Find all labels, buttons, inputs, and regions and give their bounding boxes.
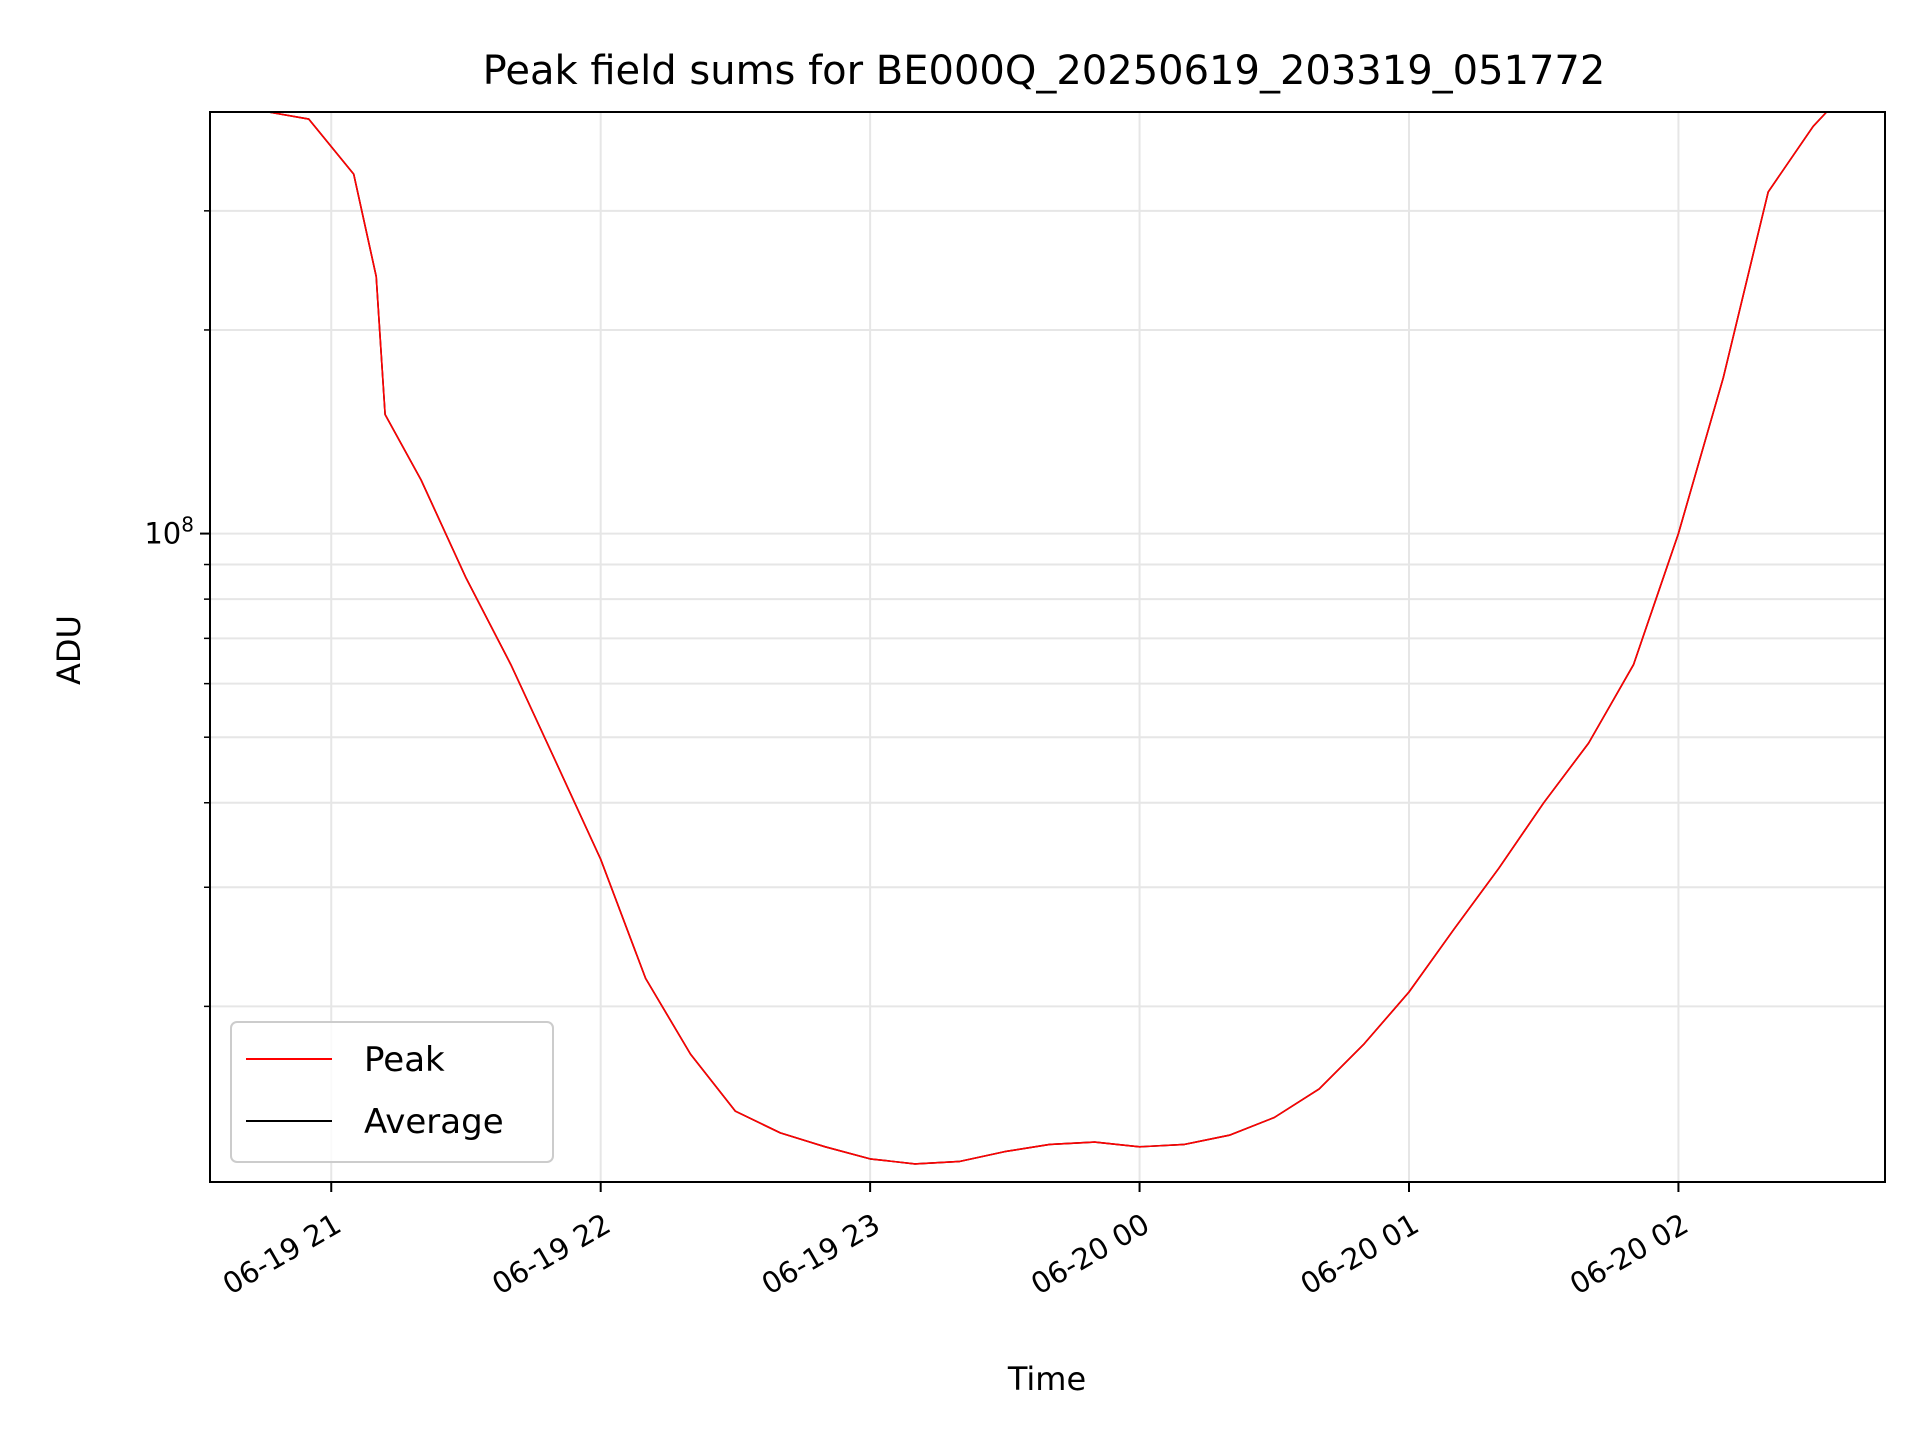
y-tick-label: 108 [144,513,194,551]
y-tick-label-exponent: 8 [181,513,194,537]
plot-frame [209,111,1886,1183]
chart-title: Peak field sums for BE000Q_20250619_2033… [483,48,1606,94]
legend-box [230,1021,554,1163]
y-axis: 108 [144,210,210,1008]
grid [210,112,1885,1182]
y-tick-label-base: 10 [144,517,181,551]
legend-peak-label: Peak [364,1040,445,1080]
series-layer [210,111,1885,1165]
y-axis-label: ADU [50,615,88,685]
legend: Peak Average [230,1021,554,1163]
x-axis-label: Time [1007,1360,1086,1398]
series-line-peak [210,111,1885,1165]
legend-average-label: Average [364,1102,504,1142]
